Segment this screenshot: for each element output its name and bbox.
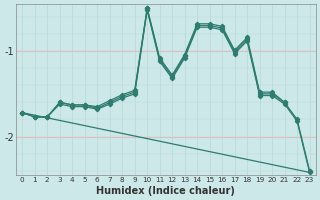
X-axis label: Humidex (Indice chaleur): Humidex (Indice chaleur) [96, 186, 235, 196]
